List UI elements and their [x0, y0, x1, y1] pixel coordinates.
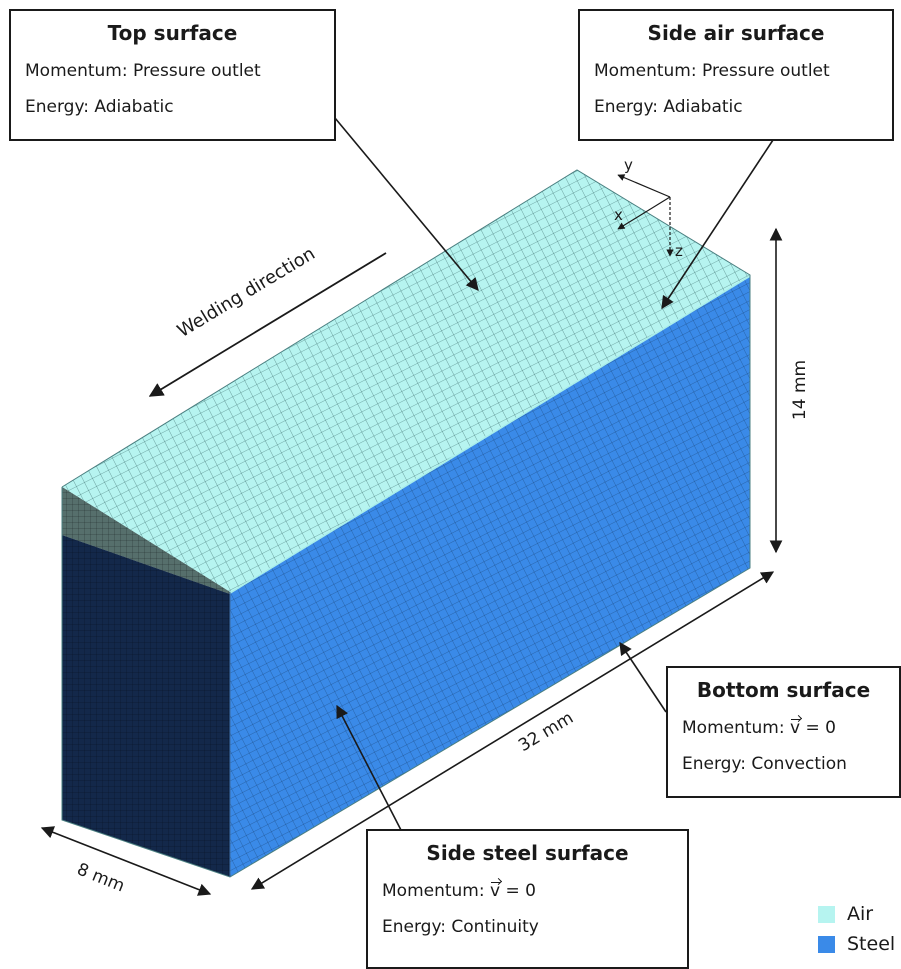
bottom-surface-momentum: Momentum: v = 0 [682, 718, 899, 738]
side-steel-surface-title: Side steel surface [426, 841, 629, 865]
side-air-surface-momentum: Momentum: Pressure outlet [594, 61, 830, 81]
side-air-surface-energy: Energy: Adiabatic [594, 97, 743, 117]
bottom-leader [619, 641, 667, 713]
velocity-vector-symbol: v [490, 881, 501, 901]
top-surface-energy: Energy: Adiabatic [25, 97, 174, 117]
side-steel-momentum-prefix: Momentum: [382, 881, 490, 901]
legend-swatch-steel [818, 935, 835, 953]
bottom-momentum-prefix: Momentum: [682, 718, 790, 738]
legend: Air Steel [818, 899, 895, 959]
legend-label-steel: Steel [847, 933, 896, 955]
width-dimension-arrow [40, 826, 212, 896]
side-air-surface-callout: Side air surface Momentum: Pressure outl… [578, 9, 894, 141]
side-steel-surface-energy: Energy: Continuity [382, 917, 539, 937]
velocity-vector-symbol: v [790, 718, 801, 738]
legend-label-air: Air [847, 903, 874, 925]
legend-item-air: Air [818, 899, 895, 929]
legend-item-steel: Steel [818, 929, 895, 959]
side-air-face [230, 275, 750, 594]
side-air-leader [661, 139, 774, 310]
axis-x-line [617, 196, 671, 230]
welding-direction-arrow [148, 252, 387, 397]
front-steel-mesh [62, 535, 230, 877]
side-steel-surface-callout: Side steel surface Momentum: v = 0 Energ… [366, 829, 689, 969]
axis-x-label: x [614, 206, 623, 224]
bottom-surface-title: Bottom surface [696, 678, 871, 702]
side-steel-surface-momentum: Momentum: v = 0 [382, 881, 687, 901]
side-air-surface-title: Side air surface [647, 21, 825, 45]
side-steel-momentum-suffix: = 0 [500, 881, 536, 901]
top-face-mesh [62, 170, 750, 592]
axis-y-label: y [624, 156, 633, 174]
length-dimension-arrow [250, 571, 775, 890]
axis-y-line [617, 174, 671, 198]
axis-z-label: z [675, 242, 683, 260]
box-edges [61, 169, 751, 878]
front-air-band-mesh [62, 487, 230, 594]
legend-swatch-air [818, 905, 835, 923]
bottom-surface-callout: Bottom surface Momentum: v = 0 Energy: C… [666, 666, 901, 798]
top-surface-title: Top surface [107, 21, 238, 45]
top-surface-momentum: Momentum: Pressure outlet [25, 61, 261, 81]
top-surface-callout: Top surface Momentum: Pressure outlet En… [9, 9, 336, 141]
bottom-surface-energy: Energy: Convection [682, 754, 847, 774]
height-label: 14 mm [790, 359, 811, 421]
top-surface-leader [334, 117, 479, 291]
bottom-momentum-suffix: = 0 [800, 718, 836, 738]
